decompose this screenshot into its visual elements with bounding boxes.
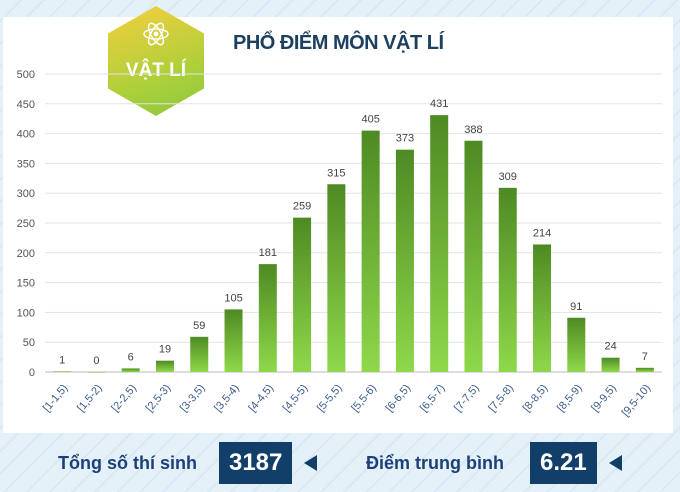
x-tick-label: [4,5-5) — [281, 382, 311, 414]
x-tick-label: [7,5-8) — [486, 382, 516, 414]
bar — [395, 149, 414, 372]
x-tick-label: [2,5-3) — [144, 382, 174, 414]
bar — [293, 217, 312, 372]
x-tick-label: [9,5-10) — [620, 382, 654, 419]
bar-chart: 0 50 100 150 200 250 300 350 400 450 500 1 [1-1,5) 0 [… — [17, 69, 662, 419]
bar — [464, 140, 483, 372]
average-label: Điểm trung bình — [366, 452, 504, 473]
bar — [258, 264, 277, 372]
bar — [498, 187, 517, 372]
bar — [361, 130, 380, 372]
bar — [224, 309, 243, 372]
x-tick-label: [8-8,5) — [521, 382, 551, 414]
x-tick-label: [5-5,5) — [315, 382, 345, 414]
bar — [327, 184, 346, 372]
y-tick-label: 500 — [17, 69, 35, 81]
data-label: 388 — [464, 124, 482, 136]
data-label: 19 — [159, 344, 171, 356]
total-label: Tổng số thí sinh — [58, 452, 197, 473]
bar — [430, 115, 449, 373]
x-tick-label: [3-3,5) — [178, 382, 208, 414]
average-value: 6.21 — [530, 442, 597, 484]
total-value: 3187 — [218, 442, 293, 484]
arrow-left-icon — [608, 455, 622, 471]
bar — [635, 367, 654, 372]
data-label: 59 — [193, 320, 205, 332]
y-tick-label: 300 — [17, 188, 35, 200]
x-tick-label: [1-1,5) — [41, 382, 71, 414]
data-label: 24 — [604, 341, 616, 353]
bar — [53, 371, 72, 372]
x-tick-label: [8,5-9) — [555, 382, 585, 414]
y-tick-label: 0 — [29, 367, 35, 379]
x-tick-label: [7-7,5) — [452, 382, 482, 414]
bar — [567, 317, 586, 372]
data-label: 214 — [533, 227, 551, 239]
y-tick-label: 350 — [17, 158, 35, 170]
badge-label: VẬT LÍ — [125, 60, 187, 81]
bar — [155, 360, 174, 372]
data-label: 105 — [224, 292, 242, 304]
total-candidates: Tổng số thí sinh 3187 — [58, 439, 318, 487]
data-label: 7 — [642, 351, 648, 363]
data-label: 373 — [396, 133, 414, 145]
x-tick-label: [4-4,5) — [246, 382, 276, 414]
x-tick-label: [1,5-2) — [75, 382, 105, 414]
y-tick-label: 200 — [17, 248, 35, 260]
data-label: 6 — [128, 351, 134, 363]
bar — [121, 368, 140, 372]
x-tick-label: [2-2,5) — [109, 382, 139, 414]
x-tick-label: [9-9,5) — [589, 382, 619, 414]
arrow-left-icon — [304, 455, 318, 471]
y-tick-label: 150 — [17, 278, 35, 290]
subject-badge: VẬT LÍ — [108, 6, 204, 116]
data-label: 259 — [293, 201, 311, 213]
data-label: 0 — [93, 355, 99, 367]
y-tick-label: 450 — [17, 99, 35, 111]
chart-title: PHỔ ĐIỂM MÔN VẬT LÍ — [233, 32, 444, 54]
bar — [190, 336, 209, 372]
data-label: 431 — [430, 98, 448, 110]
average-score: Điểm trung bình 6.21 — [366, 439, 622, 487]
x-tick-label: [3,5-4) — [212, 382, 242, 414]
data-label: 181 — [259, 247, 277, 259]
atom-icon — [143, 22, 169, 46]
bar — [601, 357, 620, 372]
y-tick-label: 50 — [23, 337, 35, 349]
x-tick-label: [5,5-6) — [349, 382, 379, 414]
bar — [87, 372, 106, 373]
y-tick-label: 100 — [17, 307, 35, 319]
x-tick-label: [6,5-7) — [418, 382, 448, 414]
data-label: 1 — [59, 354, 65, 366]
y-tick-label: 250 — [17, 218, 35, 230]
bar — [533, 244, 552, 372]
y-tick-label: 400 — [17, 129, 35, 141]
x-tick-label: [6-6,5) — [384, 382, 414, 414]
data-label: 405 — [361, 114, 379, 126]
data-label: 91 — [570, 301, 582, 313]
data-label: 309 — [499, 171, 517, 183]
data-label: 315 — [327, 167, 345, 179]
